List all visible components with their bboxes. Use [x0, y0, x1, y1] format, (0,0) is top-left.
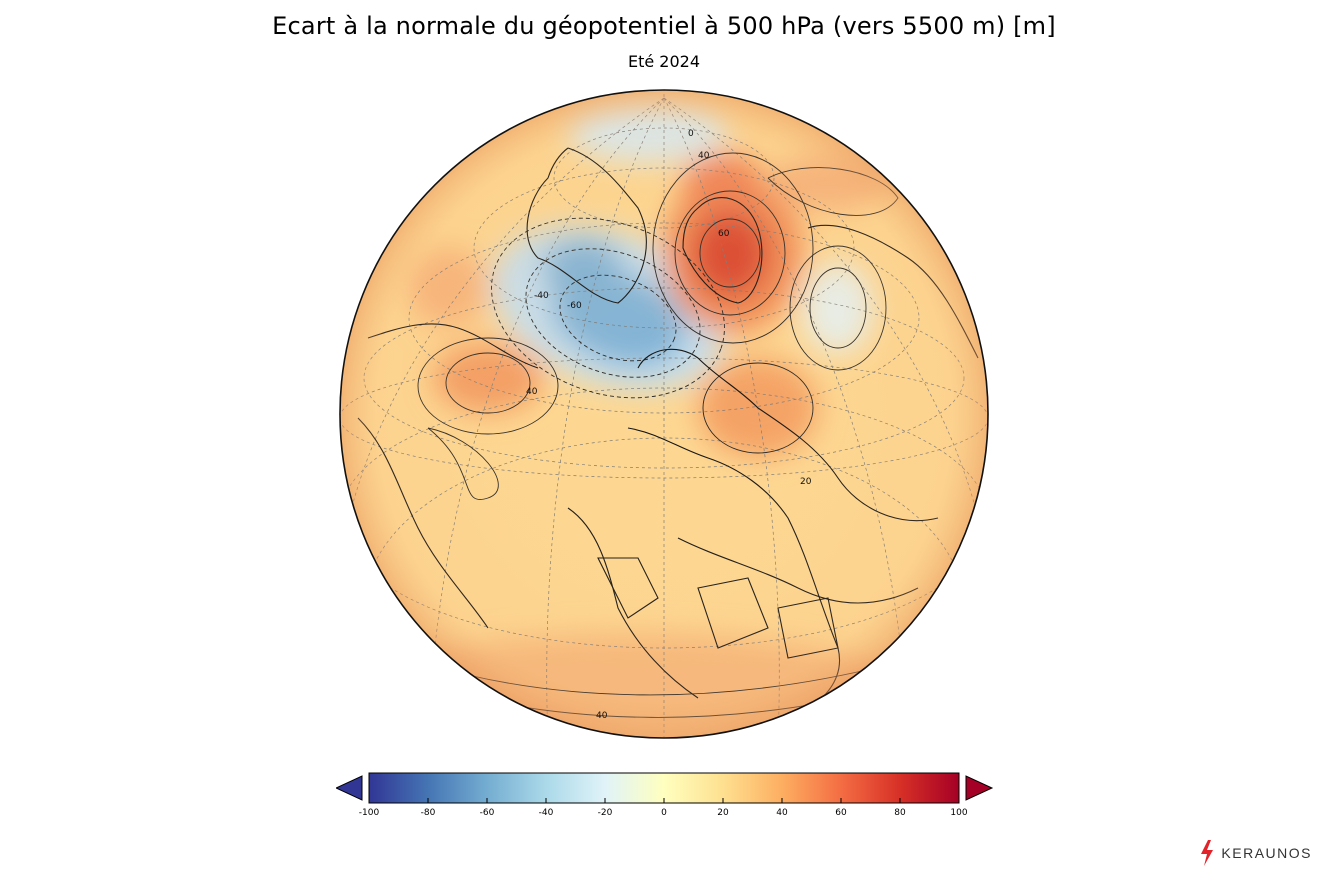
colorbar-tick-label: 0 — [661, 808, 667, 818]
globe-svg: -40 -60 0 40 60 40 20 40 — [339, 89, 989, 739]
brand-name: KERAUNOS — [1221, 845, 1312, 861]
colorbar-tick-label: -20 — [598, 808, 613, 818]
colorbar-tick-label: -60 — [480, 808, 495, 818]
chart-subtitle: Eté 2024 — [627, 52, 701, 71]
colorbar-tick-label: 40 — [776, 808, 788, 818]
chart-title: Ecart à la normale du géopotentiel à 500… — [272, 12, 1056, 40]
contour-label: 20 — [800, 477, 812, 487]
colorbar-tick-label: 80 — [894, 808, 906, 818]
contour-label: -40 — [534, 291, 549, 301]
colorbar-tick-label: 60 — [835, 808, 847, 818]
contour-label: 0 — [688, 129, 694, 139]
lightning-bolt-icon — [1201, 840, 1214, 866]
contour-label: 40 — [526, 387, 538, 397]
contour-label-group: -40 -60 0 40 60 40 20 40 — [526, 129, 812, 721]
colorbar-tick-label: 100 — [950, 808, 967, 818]
contour-label: 40 — [596, 711, 608, 721]
contour-label: 40 — [698, 151, 710, 161]
globe-outline — [339, 89, 989, 739]
contour-label: 60 — [718, 229, 730, 239]
colorbar-extend-min — [334, 775, 363, 801]
colorbar-tick-label: -80 — [421, 808, 436, 818]
colorbar-tick-label: 20 — [717, 808, 729, 818]
contour-label: -60 — [567, 301, 582, 311]
brand-logo: KERAUNOS — [1199, 840, 1312, 866]
colorbar-tick-label: -100 — [359, 808, 380, 818]
colorbar-tick-label: -40 — [539, 808, 554, 818]
globe-map: -40 -60 0 40 60 40 20 40 — [338, 88, 990, 740]
colorbar-ticks: -100 -80 -60 -40 -20 0 20 40 60 80 100 — [359, 798, 968, 818]
colorbar-extend-max — [965, 775, 994, 801]
colorbar: -100 -80 -60 -40 -20 0 20 40 60 80 100 — [334, 770, 994, 830]
colorbar-svg: -100 -80 -60 -40 -20 0 20 40 60 80 100 — [334, 772, 994, 818]
globe-fill — [340, 90, 988, 738]
